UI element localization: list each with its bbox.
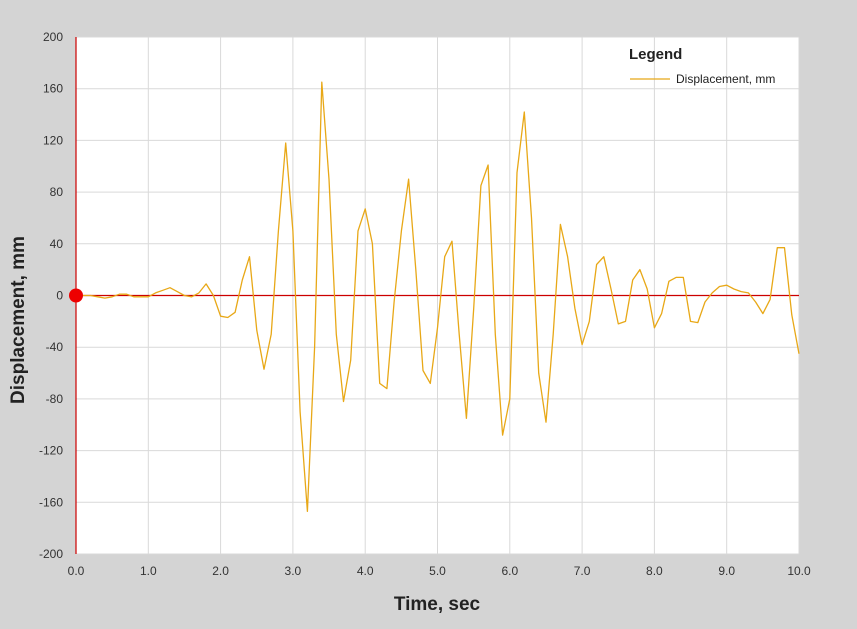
y-tick-label-4: -40: [46, 340, 64, 354]
x-tick-label-8: 8.0: [646, 564, 663, 578]
x-tick-label-3: 3.0: [285, 564, 302, 578]
x-tick-label-6: 6.0: [501, 564, 518, 578]
y-tick-label-2: -120: [39, 444, 63, 458]
x-tick-label-0: 0.0: [68, 564, 85, 578]
y-tick-label-1: -160: [39, 495, 63, 509]
y-tick-label-8: 120: [43, 133, 63, 147]
y-axis-label: Displacement, mm: [8, 236, 29, 404]
x-tick-label-7: 7.0: [574, 564, 591, 578]
x-tick-label-5: 5.0: [429, 564, 446, 578]
series-line-0: [76, 81, 800, 512]
x-tick-label-9: 9.0: [718, 564, 735, 578]
y-tick-label-6: 40: [50, 237, 64, 251]
x-tick-label-2: 2.0: [212, 564, 229, 578]
y-tick-label-5: 0: [56, 289, 63, 303]
x-tick-label-1: 1.0: [140, 564, 157, 578]
origin-marker: [69, 288, 83, 303]
y-tick-label-0: -200: [39, 547, 63, 561]
series-layer: [69, 81, 800, 512]
y-tick-label-7: 80: [50, 185, 64, 199]
legend-title: Legend: [629, 46, 682, 63]
x-axis-label: Time, sec: [394, 594, 481, 615]
y-tick-label-10: 200: [43, 30, 63, 44]
y-tick-label-9: 160: [43, 82, 63, 96]
legend: Legend Displacement, mm: [629, 46, 775, 86]
tick-labels: 0.0 1.0 2.0 3.0 4.0 5.0 6.0 7.0 8.0 9.0 10.0 -200 -1…: [39, 30, 811, 578]
x-tick-label-4: 4.0: [357, 564, 374, 578]
legend-entry-displacement: Displacement, mm: [676, 72, 775, 86]
x-tick-label-10: 10.0: [787, 564, 811, 578]
y-tick-label-3: -80: [46, 392, 64, 406]
